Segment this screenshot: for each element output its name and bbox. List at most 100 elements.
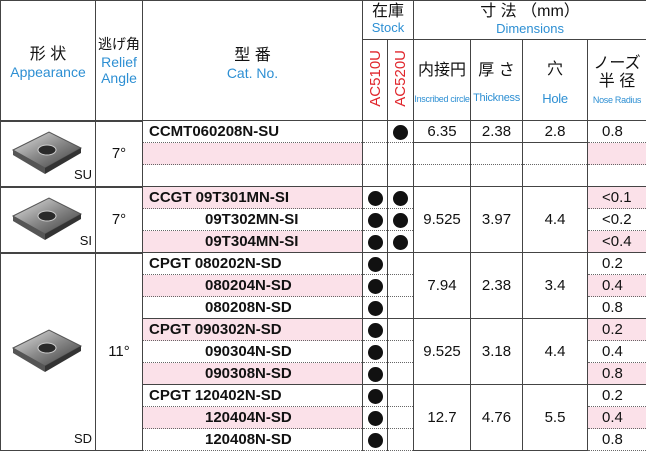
nose-radius: 0.2	[587, 384, 646, 407]
header-text: ノーズ	[593, 55, 641, 72]
dimension: 3.4	[522, 252, 589, 319]
header-text: 形 状	[29, 46, 67, 64]
grade-header: AC520U	[386, 39, 415, 121]
stock-cell	[386, 274, 415, 297]
dimension: 9.525	[413, 186, 472, 253]
header-text: Angle	[101, 70, 137, 87]
stock-cell	[362, 120, 388, 143]
header-text: Dimensions	[496, 21, 564, 36]
empty-cell	[413, 164, 472, 187]
shape-label: SU	[73, 166, 92, 182]
table-row: 080208N-SD 0.8	[1, 296, 646, 319]
empty-cell	[470, 142, 524, 165]
stock-dot	[367, 432, 383, 448]
nose-radius: 0.4	[587, 340, 646, 363]
header-text: Hole	[542, 90, 568, 106]
shape-label: SI	[79, 232, 92, 248]
cat-header: 型 番 Cat. No.	[142, 0, 363, 121]
stock-cell	[362, 296, 388, 319]
stock-dot	[367, 278, 383, 294]
nose-radius: <0.4	[587, 230, 646, 253]
cat-no: 090308N-SD	[142, 362, 363, 385]
shape-cell: SU	[0, 119, 96, 187]
stock-dot	[393, 124, 408, 140]
dimension: 5.5	[522, 384, 589, 451]
stock-dot	[367, 388, 383, 404]
dimension: 4.4	[522, 186, 589, 253]
dimension: 4.4	[522, 318, 589, 385]
header-text: AC510U	[366, 49, 384, 107]
insert-icon	[11, 196, 83, 240]
stock-cell	[386, 296, 415, 319]
stock-cell	[362, 340, 388, 363]
nose-radius: <0.2	[587, 208, 646, 231]
stock-cell	[386, 208, 415, 231]
stock-dot	[367, 322, 383, 338]
header-text: Thickness	[473, 92, 520, 104]
table-row	[1, 164, 646, 187]
dimension: 2.8	[522, 120, 589, 143]
table-row: SD 11° CPGT 080202N-SD 7.94 2.38 3.4 0.2	[0, 251, 646, 451]
dimension: 7.94	[413, 252, 472, 319]
shape-label: SD	[73, 431, 92, 446]
cat-no	[142, 164, 363, 187]
dimension: 2.38	[470, 120, 524, 143]
stock-cell	[386, 384, 415, 407]
header-text: 在庫	[372, 3, 405, 20]
relief-angle: 7°	[95, 185, 143, 253]
relief-header: 逃げ角 Relief Angle	[95, 0, 143, 121]
stock-dot	[367, 366, 383, 382]
header-text: 逃げ角	[98, 36, 140, 53]
empty-cell	[522, 164, 589, 187]
header-text: （mm）	[521, 3, 580, 20]
cat-no: 090304N-SD	[142, 340, 363, 363]
stock-dot	[367, 410, 383, 426]
cat-no: CPGT 120402N-SD	[142, 384, 363, 407]
cat-no	[142, 142, 363, 165]
stock-dot	[367, 234, 383, 250]
stock-cell	[362, 362, 388, 385]
shape-cell: SD	[0, 251, 96, 451]
nose-radius: 0.8	[587, 362, 646, 385]
empty-cell	[362, 164, 388, 187]
header-text: 型 番	[234, 46, 271, 64]
nose-radius: 0.4	[587, 406, 646, 429]
cat-no: CCGT 09T301MN-SI	[142, 186, 363, 209]
stock-header: 在庫 Stock	[361, 0, 415, 40]
header-text: Cat. No.	[226, 64, 279, 81]
stock-dot	[393, 212, 408, 228]
stock-dot	[367, 256, 383, 272]
header-text: Stock	[371, 20, 405, 35]
stock-cell	[362, 274, 388, 297]
table-body: SU 7° CCMT060208N-SU 6.35 2.38 2.8 0.8 SI 7° CCGT…	[0, 119, 646, 451]
dimension: 3.97	[470, 186, 524, 253]
header-text: Relief	[101, 54, 137, 71]
appearance-header: 形 状 Appearance	[0, 0, 96, 121]
dim-header: ノーズ 半 径 Nose Radius	[587, 39, 646, 121]
header-text: 半 径	[598, 73, 636, 90]
relief-angle: 7°	[95, 119, 143, 187]
stock-cell	[386, 428, 415, 451]
empty-cell	[413, 142, 472, 165]
header-text: AC520U	[392, 49, 409, 107]
table-row: 080204N-SD 0.4	[1, 274, 646, 297]
stock-dot	[393, 234, 408, 250]
stock-cell	[386, 406, 415, 429]
table-row: SI 7° CCGT 09T301MN-SI 9.525 3.97 4.4 <0.1	[0, 185, 646, 253]
cat-no: 09T304MN-SI	[142, 230, 363, 253]
stock-cell	[362, 208, 388, 231]
nose-radius	[587, 142, 646, 165]
header-text: 穴	[547, 60, 564, 78]
header-text: Inscribed circle	[414, 94, 470, 104]
empty-cell	[522, 142, 589, 165]
stock-cell	[362, 318, 388, 341]
stock-cell	[386, 362, 415, 385]
nose-radius: <0.1	[587, 186, 646, 209]
cat-no: CPGT 080202N-SD	[142, 252, 363, 275]
nose-radius: 0.2	[587, 252, 646, 275]
empty-cell	[386, 142, 415, 165]
stock-dot	[367, 190, 383, 206]
empty-cell	[470, 164, 524, 187]
dimension: 9.525	[413, 318, 472, 385]
